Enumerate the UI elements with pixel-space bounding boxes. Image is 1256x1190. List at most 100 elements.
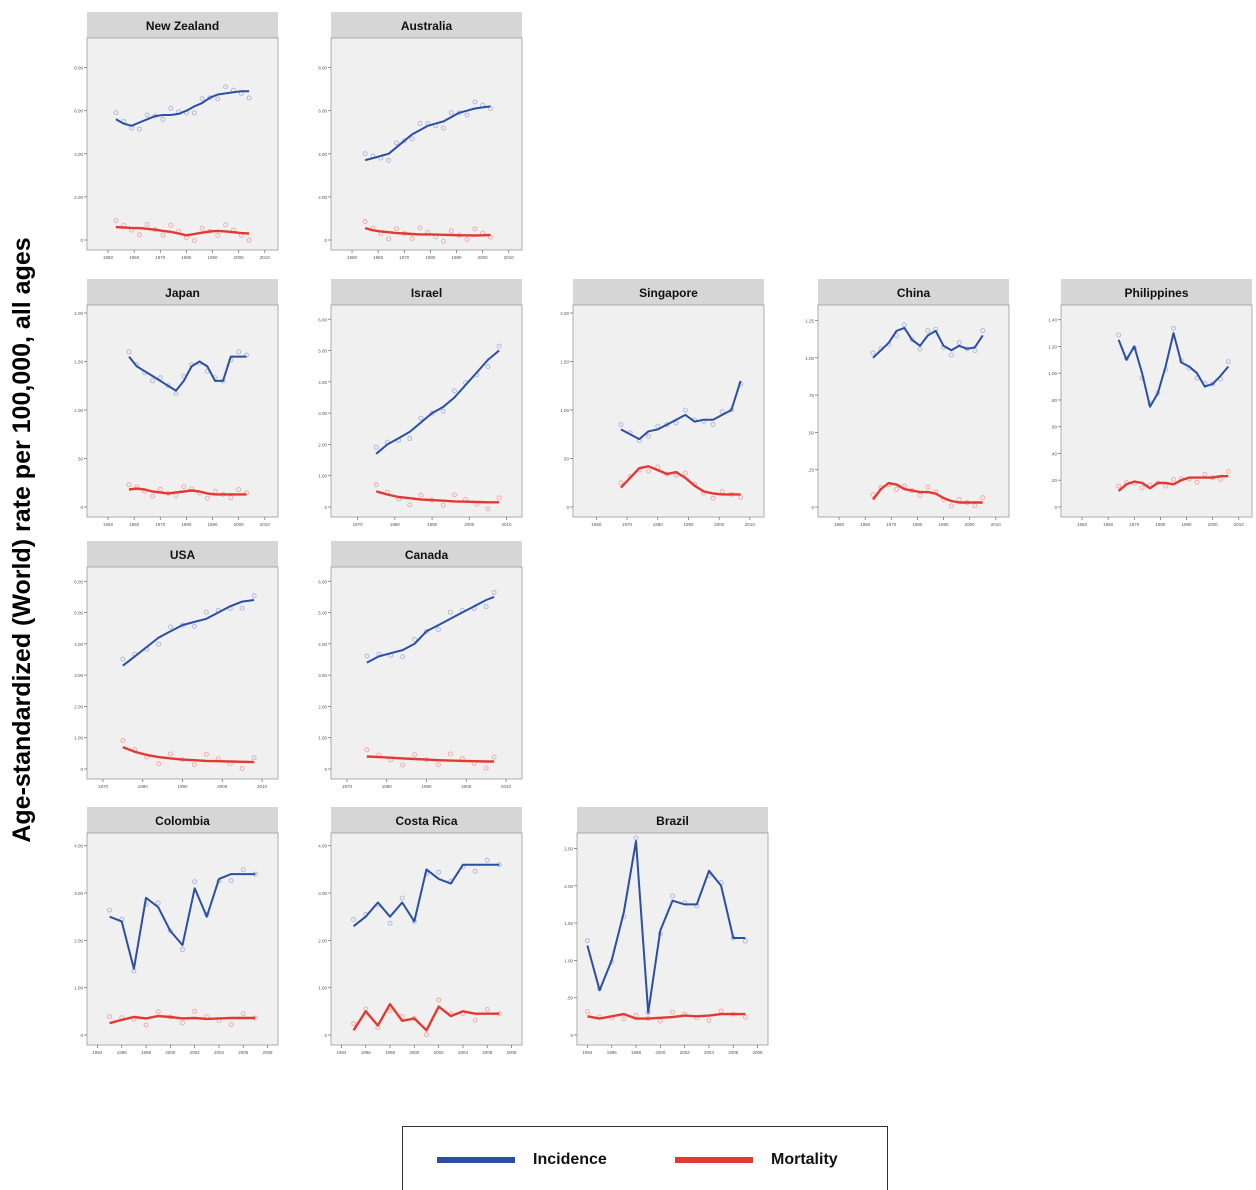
data-point-mortality [436,997,442,1003]
data-point-incidence [483,604,489,610]
data-point-incidence [168,624,174,630]
y-tick-label: 0 [566,505,569,510]
data-point-mortality [236,487,242,493]
x-tick-label: 1980 [390,522,401,527]
x-tick-label: 1960 [129,522,140,527]
panel-strip [1061,279,1252,305]
data-point-mortality [351,1021,357,1027]
panel-brazil: Brazil 0 .50 1.00 1.50 2.00 2.50 1994 1996 1998 20… [564,807,769,1055]
data-point-mortality [192,1008,198,1014]
data-point-mortality [387,1008,393,1014]
panel-title: New Zealand [146,19,219,33]
data-point-incidence [155,900,161,906]
series-line-incidence [375,349,500,455]
series-line-incidence [1117,332,1230,408]
data-point-incidence [447,609,453,615]
y-tick-label: 1.00 [805,356,814,361]
y-tick-label: 2.00 [318,442,327,447]
data-point-mortality [980,495,986,501]
data-point-incidence [417,121,423,126]
x-tick-label: 1970 [353,522,364,527]
panel-strip [87,807,278,833]
data-point-mortality [199,225,205,231]
x-tick-label: 2002 [190,1050,201,1055]
x-tick-label: 1970 [155,522,166,527]
data-point-mortality [203,751,209,757]
data-point-mortality [441,238,446,244]
data-point-mortality [407,502,413,508]
x-tick-label: 2000 [655,1050,666,1055]
data-point-mortality [1139,485,1145,491]
x-tick-label: 2004 [458,1050,469,1055]
data-point-mortality [621,1016,627,1022]
data-point-incidence [113,110,119,116]
series-line-incidence [352,863,500,927]
data-point-incidence [409,136,415,142]
series-line-incidence [872,326,984,359]
data-point-incidence [351,917,357,923]
y-tick-label: .20 [1051,478,1058,483]
data-point-incidence [364,653,370,659]
data-point-mortality [204,495,210,501]
x-tick-label: 1990 [452,255,463,260]
legend: Incidence Mortality [402,1126,888,1190]
series-line-mortality [364,226,491,237]
x-tick-label: 1960 [860,522,871,527]
data-point-incidence [742,938,748,944]
x-tick-label: 1996 [607,1050,618,1055]
series-line-mortality [128,487,247,496]
y-tick-label: 1.50 [74,360,83,365]
series-line-mortality [109,1014,256,1025]
data-point-mortality [1218,476,1223,482]
data-point-incidence [107,907,113,913]
y-tick-label: 4.00 [74,642,83,647]
y-tick-label: 2.00 [318,195,327,200]
data-point-incidence [618,422,624,428]
data-point-incidence [240,867,246,873]
x-tick-label: 1980 [382,784,393,789]
y-tick-label: 8.00 [318,66,327,71]
data-point-incidence [925,328,931,334]
panel-usa: USA 0 1.00 2.00 3.00 4.00 5.00 6.00 1970 1980 1990… [74,541,279,789]
y-tick-label: 50 [78,457,84,462]
panel-japan: Japan 0 50 1.00 1.50 2.00 1950 1960 1970 1980 1990… [74,279,279,527]
data-point-mortality [400,762,406,768]
plot-area [330,566,523,780]
data-point-incidence [399,895,405,901]
data-point-mortality [435,762,441,768]
data-point-mortality [424,1032,429,1038]
series-line-incidence [620,380,742,441]
y-tick-label: 1.00 [74,986,83,991]
plot-area [86,37,279,251]
data-point-incidence [440,408,446,414]
x-tick-label: 2000 [464,522,475,527]
y-tick-label: .40 [1051,451,1058,456]
y-tick-label: 5.00 [318,611,327,616]
data-point-incidence [870,350,876,356]
panel-title: Japan [165,286,200,300]
y-tick-label: 1.00 [318,474,327,479]
y-tick-label: 6.00 [74,109,83,114]
data-point-incidence [223,84,229,90]
y-tick-label: 2.00 [74,195,83,200]
data-point-mortality [646,468,651,474]
y-tick-label: 0 [811,505,814,510]
data-point-mortality [364,747,370,753]
data-point-mortality [491,754,497,760]
panel-strip [87,279,278,305]
series-line-incidence [366,595,495,664]
x-tick-label: 1990 [1182,522,1193,527]
panel-title: Canada [405,548,449,562]
data-point-mortality [362,219,368,224]
x-tick-label: 2000 [965,522,976,527]
x-tick-label: 1970 [886,522,897,527]
data-point-incidence [1171,325,1176,331]
x-tick-label: 2008 [507,1050,518,1055]
data-point-incidence [168,105,174,111]
y-tick-label: 4.00 [318,642,327,647]
y-tick-label: 3.00 [318,891,327,896]
y-tick-label: .25 [808,468,815,473]
data-point-mortality [670,1009,675,1015]
data-point-incidence [485,364,491,369]
y-tick-label: .80 [1051,398,1058,403]
